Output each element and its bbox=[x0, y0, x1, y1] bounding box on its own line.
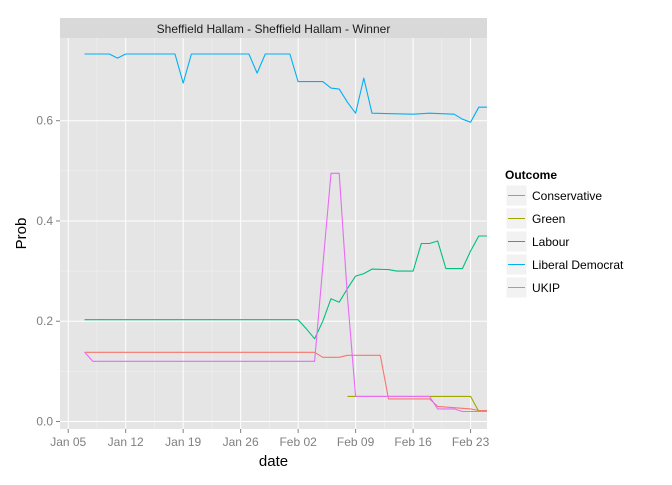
grid-major bbox=[60, 38, 487, 429]
x-tick-label: Feb 02 bbox=[279, 435, 317, 449]
legend-item-green: Green bbox=[505, 207, 565, 230]
grid-minor bbox=[60, 38, 487, 429]
facet-label: Sheffield Hallam - Sheffield Hallam - Wi… bbox=[157, 22, 391, 36]
legend-item-conservative: Conservative bbox=[505, 184, 602, 207]
y-axis-title: Prob bbox=[13, 218, 30, 250]
legend-label: UKIP bbox=[532, 281, 560, 295]
series-line-labour bbox=[84, 235, 487, 340]
legend-label: Liberal Democrat bbox=[532, 258, 624, 272]
legend-title: Outcome bbox=[505, 168, 557, 182]
legend-item-labour: Labour bbox=[505, 230, 569, 253]
plot-panel bbox=[60, 38, 487, 429]
legend-label: Conservative bbox=[532, 189, 602, 203]
series-line-liberal-democrat bbox=[84, 53, 487, 123]
legend: Outcome Conservative Green Labour Liberal D… bbox=[505, 168, 624, 299]
x-tick-label: Jan 19 bbox=[165, 435, 201, 449]
series-line-ukip bbox=[84, 172, 487, 413]
legend-item-liberal-democrat: Liberal Democrat bbox=[505, 253, 624, 276]
x-tick-label: Jan 12 bbox=[108, 435, 144, 449]
y-tick-label: 0.0 bbox=[36, 414, 53, 428]
x-tick-label: Jan 26 bbox=[223, 435, 259, 449]
x-tick-label: Feb 23 bbox=[452, 435, 490, 449]
legend-items: Conservative Green Labour Liberal Democrat U… bbox=[505, 184, 624, 299]
series-line-conservative bbox=[84, 351, 487, 412]
facet-strip bbox=[60, 18, 487, 38]
x-tick-label: Jan 05 bbox=[50, 435, 86, 449]
y-axis: 0.0 0.2 0.4 0.6 bbox=[36, 114, 60, 428]
x-axis: Jan 05 Jan 12 Jan 19 Jan 26 Feb 02 Feb 09 Feb … bbox=[50, 429, 490, 449]
legend-item-ukip: UKIP bbox=[505, 276, 560, 299]
series-lines bbox=[84, 53, 487, 413]
x-tick-label: Feb 16 bbox=[394, 435, 432, 449]
x-axis-title: date bbox=[259, 453, 288, 470]
y-tick-label: 0.6 bbox=[36, 114, 53, 128]
y-tick-label: 0.4 bbox=[36, 214, 53, 228]
y-tick-label: 0.2 bbox=[36, 314, 53, 328]
x-tick-label: Feb 09 bbox=[337, 435, 375, 449]
legend-label: Labour bbox=[532, 235, 569, 249]
legend-label: Green bbox=[532, 212, 565, 226]
